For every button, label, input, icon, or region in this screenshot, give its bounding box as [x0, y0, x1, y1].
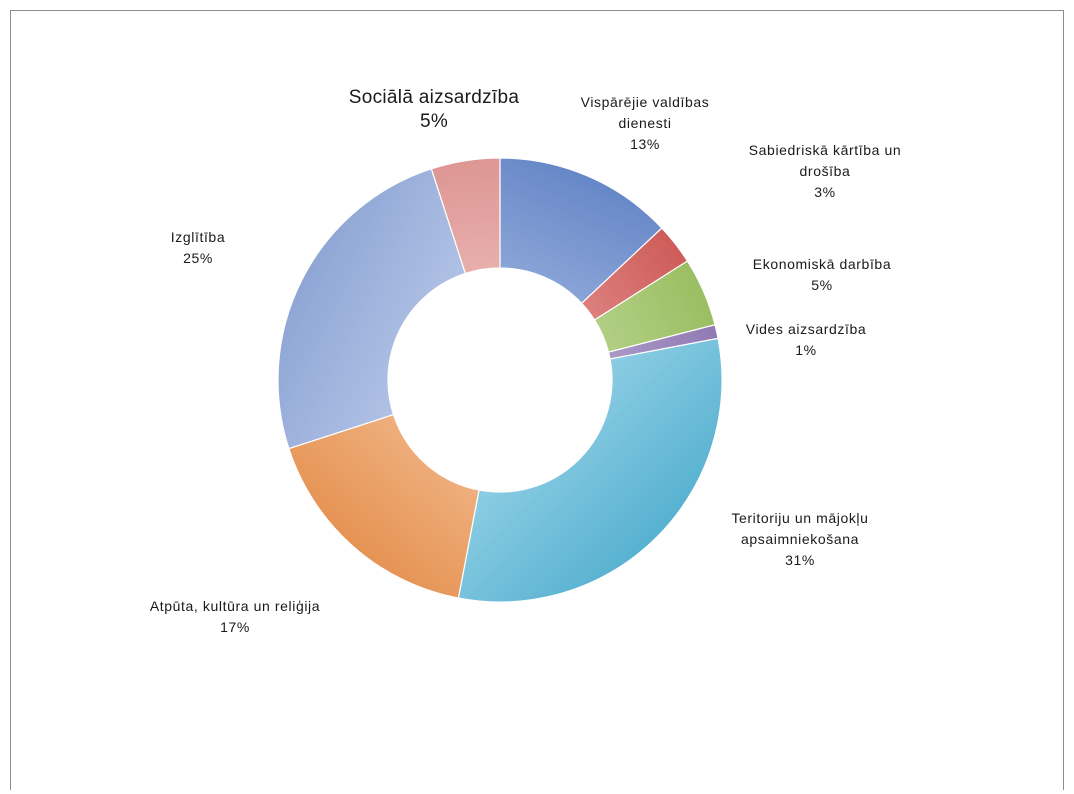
slice-value-label: 3% [814, 184, 835, 200]
slice-category-label: drošība [800, 163, 851, 179]
slice-label-8: Sociālā aizsardzība 5% [349, 87, 520, 132]
slice-category-label: Teritoriju un mājokļu [731, 510, 868, 526]
slice-category-label: Vispārējie valdības [581, 94, 710, 110]
slice-value-label: 31% [785, 552, 815, 568]
slice-label-6: Atpūta, kultūra un reliģija 17% [150, 598, 320, 635]
slice-category-label: apsaimniekošana [741, 531, 859, 547]
pie-slice-6 [288, 413, 480, 599]
slice-label-7: Izglītība 25% [171, 229, 225, 266]
slice-category-label: Izglītība [171, 229, 225, 245]
slices-group [277, 157, 723, 603]
slice-category-label: Sociālā aizsardzība [349, 87, 520, 108]
slice-value-label: 17% [220, 619, 250, 635]
pie-slice-5 [457, 337, 723, 603]
pie-slice-8 [430, 157, 501, 275]
slice-label-5: Teritoriju un mājokļu apsaimniekošana 31% [731, 510, 868, 568]
pie-slice-7 [277, 168, 467, 450]
labels-group: Vispārējie valdības dienesti 13% Sabiedrisk… [150, 87, 901, 635]
chart-frame [10, 10, 1064, 790]
slice-category-label: Vides aizsardzība [746, 321, 866, 337]
slice-label-3: Ekonomiskā darbība 5% [753, 256, 891, 293]
slice-value-label: 5% [811, 277, 832, 293]
slice-label-2: Sabiedriskā kārtība un drošība 3% [749, 142, 902, 200]
slice-label-1: Vispārējie valdības dienesti 13% [581, 94, 710, 152]
slice-label-4: Vides aizsardzība 1% [746, 321, 866, 358]
slice-value-label: 5% [420, 111, 448, 132]
slice-value-label: 25% [183, 250, 213, 266]
slice-category-label: Ekonomiskā darbība [753, 256, 891, 272]
slice-category-label: Atpūta, kultūra un reliģija [150, 598, 320, 614]
slice-value-label: 1% [795, 342, 816, 358]
slice-category-label: dienesti [618, 115, 671, 131]
slice-value-label: 13% [630, 136, 660, 152]
slice-category-label: Sabiedriskā kārtība un [749, 142, 902, 158]
